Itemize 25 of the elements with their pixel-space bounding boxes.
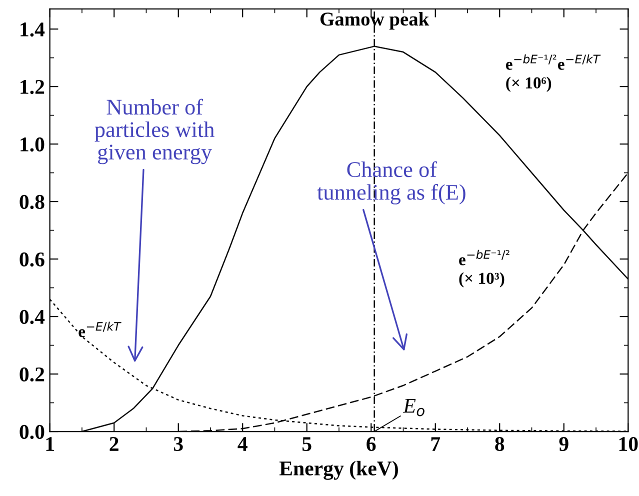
y-tick-label: 0.8 [20,194,44,210]
x-tick-label: 2 [110,437,118,451]
annotation: E$_{o}$ [403,398,424,416]
annotation: Number of particles with given energy [94,98,214,164]
annotation: e$^{−bE⁻¹/²}$ (× 10³) [459,250,510,288]
y-tick-label: 1.0 [20,137,44,152]
y-tick-label: 1.4 [20,22,45,37]
x-tick-label: 5 [302,437,312,452]
x-tick-label: 7 [431,437,440,451]
annotation: Gamow peak [320,12,430,30]
text: e$^{−bE⁻¹/²}$e$^{−E/kT}$ (× 10⁶) [506,54,601,92]
y-tick-label: 0.2 [20,367,44,382]
y-tick-label: 0.0 [20,424,44,440]
x-tick-label: 4 [238,437,248,451]
y-tick-label: 0.4 [20,310,45,324]
x-tick-label: 8 [495,436,504,452]
x-tick-label: 1 [46,437,54,451]
x-tick-label: 6 [366,437,376,452]
y-tick-label: 1.2 [20,80,44,94]
y-tick-label: 0.6 [20,252,44,267]
x-tick-label: 10 [619,436,638,452]
x-axis-title: Energy (keV) [279,460,398,480]
x-tick-label: 9 [559,437,568,452]
annotation: Chance of tunneling as f(E) [317,161,466,204]
x-tick-label: 3 [174,437,183,452]
